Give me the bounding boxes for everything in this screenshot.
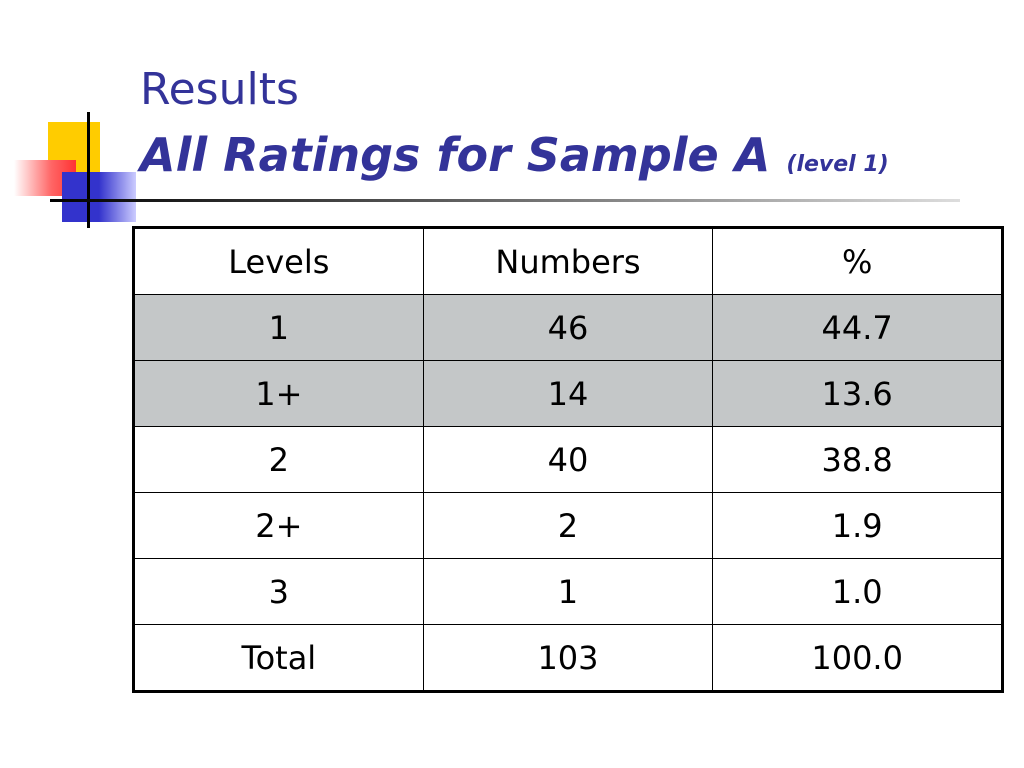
title: Results <box>140 64 299 115</box>
column-header: Levels <box>133 227 424 295</box>
vertical-rule <box>87 112 90 228</box>
table-cell: 44.7 <box>712 294 1003 361</box>
header-row: Levels Numbers% <box>133 227 1003 295</box>
table-cell: 1 <box>422 558 714 625</box>
table-cell: 2+ <box>133 492 424 559</box>
table-cell: 1.9 <box>712 492 1003 559</box>
table-cell: Total <box>133 624 424 692</box>
table-cell: 2 <box>422 492 714 559</box>
table-row: 2 40 38.8 <box>133 426 1003 493</box>
table-cell: 38.8 <box>712 426 1003 493</box>
column-header: Numbers <box>422 227 714 295</box>
table-cell: 1.0 <box>712 558 1003 625</box>
table-row: 3 1 1.0 <box>133 558 1003 625</box>
table-cell: 13.6 <box>712 360 1003 427</box>
table-cell: 100.0 <box>712 624 1003 692</box>
table-cell: 1+ <box>133 360 424 427</box>
subtitle-note: (level 1) <box>786 152 889 177</box>
table-cell: 2 <box>133 426 424 493</box>
column-header: % <box>712 227 1003 295</box>
table-row: 2+ 2 1.9 <box>133 492 1003 559</box>
table-cell: 40 <box>422 426 714 493</box>
table-row: Total 103 100.0 <box>133 624 1003 692</box>
table-row: 1 46 44.7 <box>133 294 1003 361</box>
subtitle-text: All Ratings for Sample A <box>140 128 771 182</box>
table-cell: 3 <box>133 558 424 625</box>
table-cell: 46 <box>422 294 714 361</box>
table-cell: 14 <box>422 360 714 427</box>
table-row: 1+ 14 13.6 <box>133 360 1003 427</box>
horizontal-rule <box>50 199 960 202</box>
results-table: Levels Numbers% 1 46 44.7 1+ 14 13.6 2 40 38.8 2+ 2… <box>132 226 1004 693</box>
blue-square <box>62 172 136 222</box>
subtitle: All Ratings for Sample A (level 1) <box>140 128 889 182</box>
table-cell: 1 <box>133 294 424 361</box>
table-cell: 103 <box>422 624 714 692</box>
